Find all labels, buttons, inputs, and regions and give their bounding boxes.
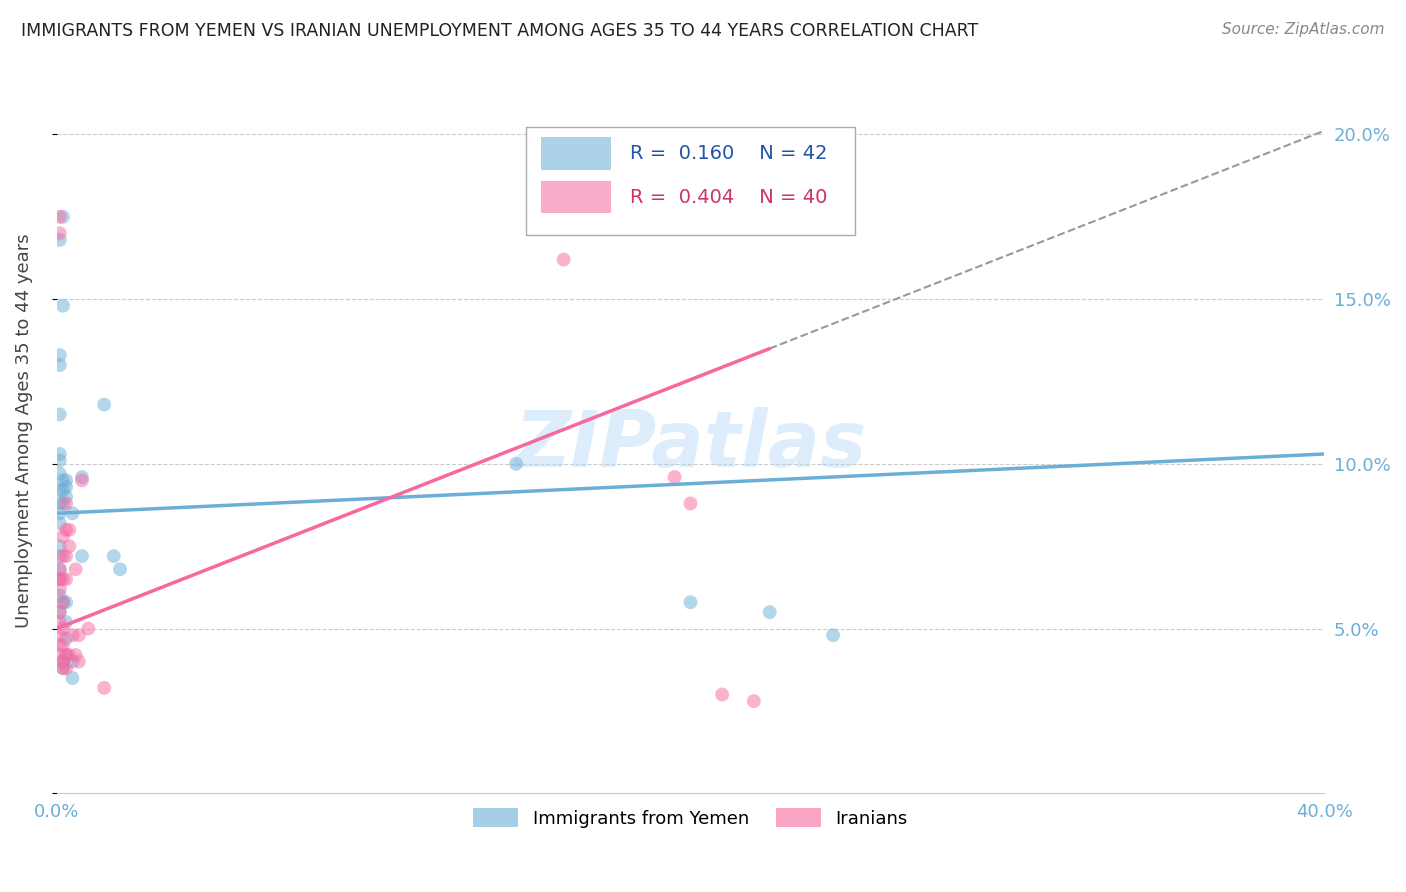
Point bbox=[55, 474, 77, 488]
FancyBboxPatch shape bbox=[541, 181, 610, 213]
Point bbox=[65, 562, 87, 576]
Point bbox=[49, 589, 72, 603]
Point bbox=[49, 348, 72, 362]
Point bbox=[52, 210, 75, 224]
Point bbox=[505, 457, 527, 471]
Point bbox=[49, 358, 72, 372]
Y-axis label: Unemployment Among Ages 35 to 44 years: Unemployment Among Ages 35 to 44 years bbox=[15, 234, 32, 628]
Point bbox=[55, 632, 77, 646]
Point bbox=[49, 226, 72, 240]
Point bbox=[49, 605, 72, 619]
FancyBboxPatch shape bbox=[526, 127, 855, 235]
Legend: Immigrants from Yemen, Iranians: Immigrants from Yemen, Iranians bbox=[465, 801, 915, 835]
Point bbox=[55, 648, 77, 662]
Point bbox=[52, 595, 75, 609]
Text: ZIPatlas: ZIPatlas bbox=[515, 408, 866, 483]
Point bbox=[55, 523, 77, 537]
Point bbox=[49, 562, 72, 576]
Point bbox=[553, 252, 575, 267]
Point bbox=[55, 549, 77, 563]
Point bbox=[77, 622, 100, 636]
Point bbox=[49, 539, 72, 553]
Point bbox=[55, 595, 77, 609]
Point bbox=[49, 648, 72, 662]
Point bbox=[679, 496, 702, 510]
Point bbox=[58, 648, 80, 662]
Point bbox=[52, 483, 75, 498]
Point bbox=[58, 523, 80, 537]
Point bbox=[62, 671, 84, 685]
Point bbox=[49, 615, 72, 629]
Point bbox=[52, 655, 75, 669]
Point bbox=[52, 595, 75, 609]
Point bbox=[55, 661, 77, 675]
Point bbox=[49, 605, 72, 619]
Point bbox=[67, 655, 90, 669]
Point bbox=[70, 470, 93, 484]
Point bbox=[52, 529, 75, 543]
Point bbox=[49, 453, 72, 467]
Point bbox=[52, 549, 75, 563]
Point bbox=[62, 506, 84, 520]
Point bbox=[49, 638, 72, 652]
Point bbox=[49, 582, 72, 596]
Text: Source: ZipAtlas.com: Source: ZipAtlas.com bbox=[1222, 22, 1385, 37]
Point bbox=[49, 549, 72, 563]
Text: IMMIGRANTS FROM YEMEN VS IRANIAN UNEMPLOYMENT AMONG AGES 35 TO 44 YEARS CORRELAT: IMMIGRANTS FROM YEMEN VS IRANIAN UNEMPLO… bbox=[21, 22, 979, 40]
Point bbox=[55, 496, 77, 510]
Point bbox=[67, 628, 90, 642]
Point bbox=[711, 688, 734, 702]
Point bbox=[49, 483, 72, 498]
Text: R =  0.160    N = 42: R = 0.160 N = 42 bbox=[630, 145, 827, 163]
Point bbox=[62, 655, 84, 669]
Point bbox=[49, 628, 72, 642]
Point bbox=[70, 549, 93, 563]
Point bbox=[55, 480, 77, 494]
Point bbox=[52, 638, 75, 652]
Point bbox=[742, 694, 765, 708]
Point bbox=[93, 681, 115, 695]
Point bbox=[49, 506, 72, 520]
Point bbox=[70, 474, 93, 488]
Point bbox=[55, 615, 77, 629]
Point bbox=[679, 595, 702, 609]
Point bbox=[52, 496, 75, 510]
Point bbox=[49, 562, 72, 576]
Point bbox=[664, 470, 686, 484]
Point bbox=[823, 628, 845, 642]
Point bbox=[49, 516, 72, 531]
Point bbox=[49, 467, 72, 481]
Point bbox=[49, 496, 72, 510]
Point bbox=[65, 648, 87, 662]
Point bbox=[52, 661, 75, 675]
Point bbox=[55, 648, 77, 662]
Point bbox=[55, 572, 77, 586]
Point bbox=[49, 572, 72, 586]
Point bbox=[103, 549, 125, 563]
Point bbox=[49, 572, 72, 586]
Point bbox=[52, 572, 75, 586]
Point bbox=[52, 622, 75, 636]
Point bbox=[58, 539, 80, 553]
Point bbox=[49, 408, 72, 422]
Text: R =  0.404    N = 40: R = 0.404 N = 40 bbox=[630, 187, 827, 207]
Point bbox=[62, 628, 84, 642]
Point bbox=[108, 562, 131, 576]
FancyBboxPatch shape bbox=[541, 137, 610, 170]
Point bbox=[52, 655, 75, 669]
Point bbox=[49, 233, 72, 247]
Point bbox=[52, 474, 75, 488]
Point bbox=[55, 490, 77, 504]
Point bbox=[52, 299, 75, 313]
Point bbox=[758, 605, 780, 619]
Point bbox=[52, 661, 75, 675]
Point bbox=[49, 447, 72, 461]
Point bbox=[49, 210, 72, 224]
Point bbox=[93, 398, 115, 412]
